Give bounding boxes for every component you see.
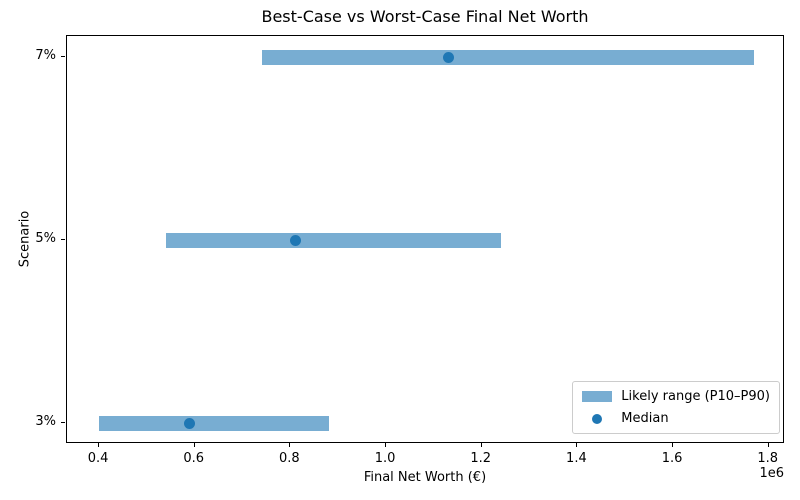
range-bar xyxy=(166,232,501,248)
y-tick-mark xyxy=(61,56,65,57)
x-tick-mark xyxy=(576,443,578,447)
range-bar xyxy=(261,49,755,65)
x-tick-mark xyxy=(672,443,674,447)
legend-label-median: Median xyxy=(621,411,669,426)
legend-entry-range: Likely range (P10–P90) xyxy=(582,389,770,404)
x-tick-mark xyxy=(289,443,291,447)
y-tick-mark xyxy=(61,239,65,240)
median-swatch xyxy=(592,413,603,424)
legend: Likely range (P10–P90) Median xyxy=(572,381,780,434)
x-tick-label: 0.6 xyxy=(183,451,205,466)
x-tick-mark xyxy=(767,443,769,447)
x-tick-label: 0.8 xyxy=(279,451,300,466)
y-tick-label: 5% xyxy=(35,231,56,246)
x-tick-label: 1.4 xyxy=(566,451,587,466)
range-swatch xyxy=(582,391,613,402)
plot-area: Likely range (P10–P90) Median xyxy=(66,35,784,443)
x-tick-label: 0.4 xyxy=(87,451,109,466)
legend-entry-median: Median xyxy=(582,411,770,426)
median-dot xyxy=(442,51,454,63)
y-tick-mark xyxy=(61,422,65,423)
x-tick-label: 1.6 xyxy=(661,451,683,466)
axis-offset-label: 1e6 xyxy=(759,466,784,481)
x-tick-mark xyxy=(385,443,387,447)
median-swatch-area xyxy=(582,413,612,424)
y-tick-label: 7% xyxy=(35,48,56,63)
x-axis-label: Final Net Worth (€) xyxy=(363,470,487,485)
x-tick-label: 1.2 xyxy=(470,451,492,466)
x-tick-label: 1.0 xyxy=(374,451,396,466)
x-tick-mark xyxy=(480,443,482,447)
x-tick-label: 1.8 xyxy=(757,451,779,466)
y-tick-label: 3% xyxy=(35,414,56,429)
chart-title: Best-Case vs Worst-Case Final Net Worth xyxy=(261,7,589,26)
legend-label-range: Likely range (P10–P90) xyxy=(621,389,770,404)
median-dot xyxy=(184,417,196,429)
x-tick-mark xyxy=(193,443,195,447)
x-tick-mark xyxy=(98,443,100,447)
range-swatch-area xyxy=(582,391,613,402)
median-dot xyxy=(289,234,301,246)
range-bar xyxy=(99,415,329,431)
